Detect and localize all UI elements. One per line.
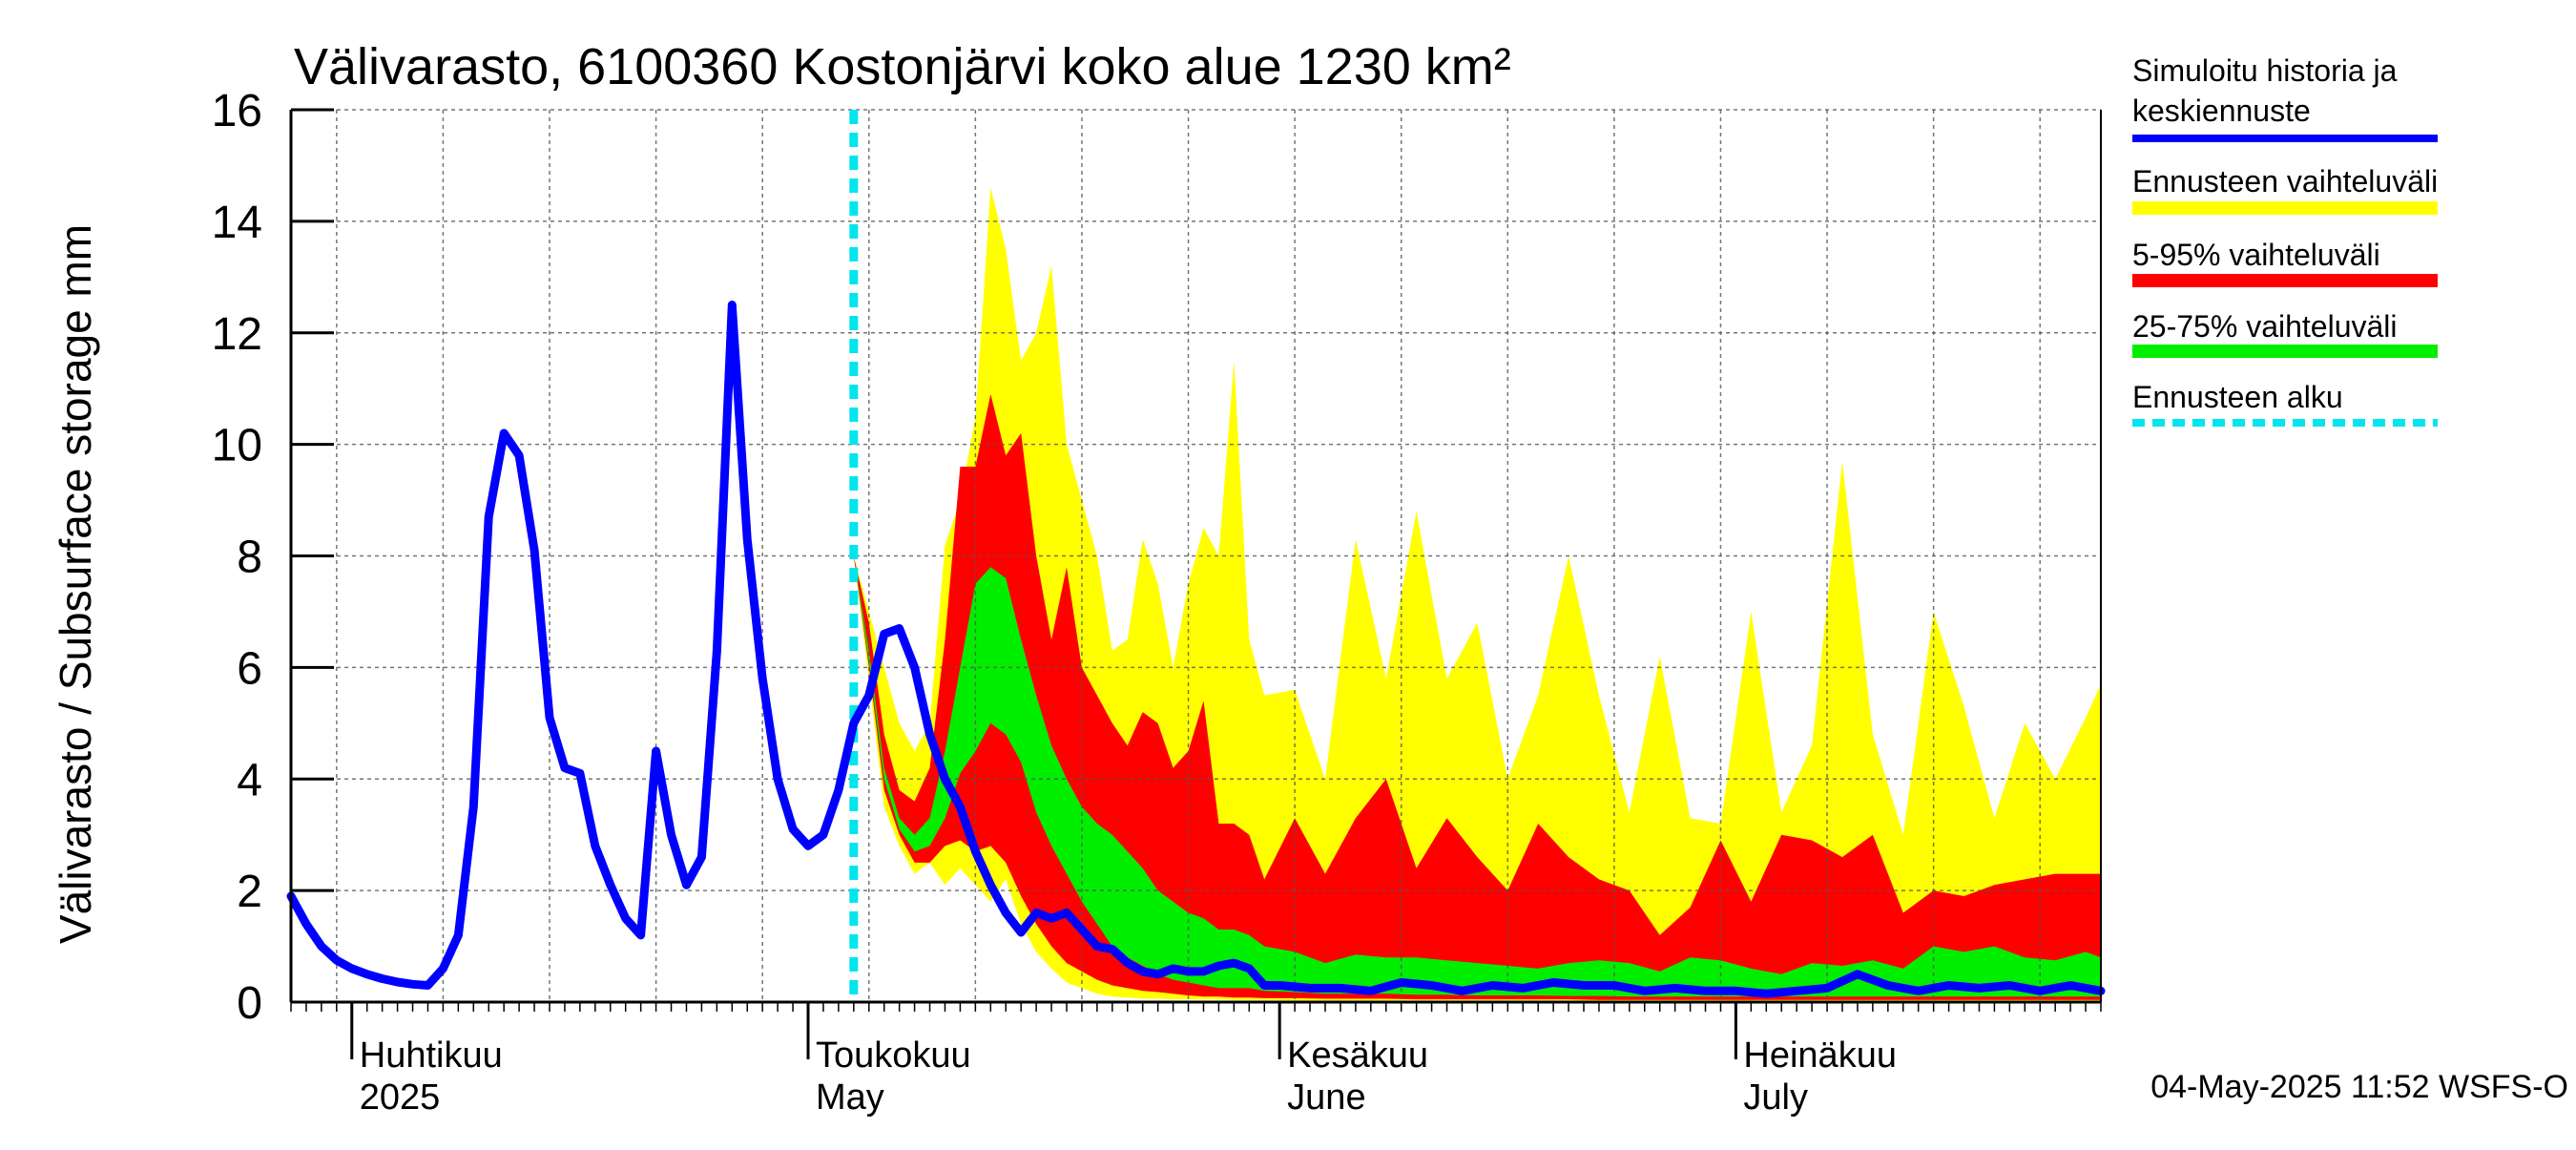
band-5-95: [853, 394, 2101, 1000]
y-tick-label: 14: [212, 198, 262, 248]
median-series-line: [286, 301, 2106, 998]
y-tick-label: 6: [237, 643, 262, 694]
legend-entry: Simuloitu historia ja keskiennuste: [2132, 53, 2438, 142]
y-tick-label: 16: [212, 86, 262, 136]
legend-label: Ennusteen alku: [2132, 380, 2343, 414]
median-line-layer: [286, 110, 2106, 1002]
legend-entry: 5-95% vaihteluväli: [2132, 238, 2438, 287]
x-month-label: Huhtikuu: [360, 1035, 503, 1076]
x-month-sublabel: June: [1287, 1077, 1365, 1118]
legend: Simuloitu historia ja keskiennuste Ennuste…: [2132, 53, 2438, 427]
chart-title: Välivarasto, 6100360 Kostonjärvi koko al…: [294, 38, 1511, 95]
x-month-label: Kesäkuu: [1287, 1035, 1428, 1076]
y-tick-label: 12: [212, 309, 262, 360]
forecast-bands: [291, 110, 2101, 1002]
y-tick-label: 8: [237, 533, 262, 583]
y-tick-label: 2: [237, 867, 262, 917]
y-axis-label: Välivarasto / Subsurface storage mm: [51, 224, 100, 944]
x-month-label: Heinäkuu: [1743, 1035, 1897, 1076]
legend-label: keskiennuste: [2132, 94, 2311, 128]
y-tick-label: 4: [237, 755, 262, 805]
legend-label: Simuloitu historia ja: [2132, 53, 2398, 88]
legend-label: Ennusteen vaihteluväli: [2132, 164, 2438, 199]
x-month-sublabel: July: [1743, 1077, 1808, 1118]
legend-entry: Ennusteen alku: [2132, 380, 2438, 427]
legend-entry: 25-75% vaihteluväli: [2132, 309, 2438, 358]
y-tick-label: 10: [212, 421, 262, 471]
x-month-sublabel: 2025: [360, 1077, 441, 1118]
band-25-75: [853, 555, 2101, 997]
x-month-sublabel: May: [816, 1077, 884, 1118]
grid: [291, 109, 2101, 1003]
legend-entry: Ennusteen vaihteluväli: [2132, 164, 2438, 215]
footer-timestamp: 04-May-2025 11:52 WSFS-O: [2150, 1069, 2568, 1105]
legend-label: 25-75% vaihteluväli: [2132, 309, 2398, 344]
x-month-label: Toukokuu: [816, 1035, 971, 1076]
y-tick-label: 0: [237, 978, 262, 1029]
legend-label: 5-95% vaihteluväli: [2132, 238, 2380, 272]
